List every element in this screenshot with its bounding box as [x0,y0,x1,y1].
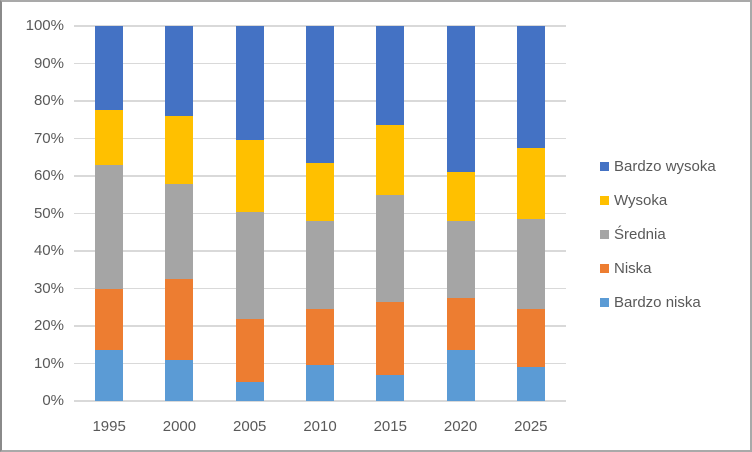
legend-marker-icon [600,297,609,307]
plot-area [74,25,566,402]
bar-column-2015 [376,26,405,401]
bar-segment-Bardzo niska-2010 [306,365,334,401]
legend-marker-icon [600,195,609,205]
bar-segment-Wysoka-1995 [95,110,124,165]
bar-column-2005 [235,26,264,401]
legend-marker-icon [600,229,609,239]
legend-item-Bardzo niska: Bardzo niska [600,285,716,319]
bar-column-1995 [95,26,124,401]
bar-segment-Bardzo niska-2000 [165,359,194,401]
x-axis-tick-label: 2020 [443,418,478,435]
y-axis-tick-label: 90% [33,54,64,72]
bar-segment-Wysoka-2015 [376,125,405,195]
bar-segment-Niska-2005 [235,318,264,383]
bar-segment-Bardzo niska-2020 [446,350,475,401]
legend-item-Niska: Niska [600,251,716,285]
y-axis-tick-label: 100% [25,17,64,34]
bar-segment-Średnia-1995 [95,164,124,289]
bar-column-2010 [306,26,334,401]
y-axis-tick-label: 0% [42,392,64,409]
bar-segment-Niska-2010 [306,309,334,366]
bar-segment-Średnia-2025 [516,219,545,310]
bar-segment-Niska-2015 [376,301,405,375]
bar-segment-Średnia-2015 [376,194,405,302]
legend: Bardzo wysoka Wysoka Średnia Niska Bardzo ni… [600,149,716,319]
bar-column-2000 [165,26,194,401]
bar-segment-Bardzo wysoka-2010 [306,26,334,163]
x-axis-tick-label: 2005 [233,418,267,435]
bar-segment-Bardzo niska-2015 [376,374,405,401]
x-axis-tick-label: 2025 [514,418,548,435]
bar-segment-Wysoka-2010 [306,162,334,221]
legend-label: Niska [614,259,652,277]
legend-marker-icon [600,263,609,273]
bar-segment-Bardzo wysoka-2000 [165,26,194,116]
bar-segment-Bardzo wysoka-2025 [516,26,545,148]
y-axis-tick-label: 20% [33,317,64,334]
bar-segment-Niska-2000 [165,279,194,360]
bar-segment-Wysoka-2020 [446,172,475,221]
y-axis-tick-label: 50% [33,204,64,222]
y-axis-tick-label: 40% [33,242,64,259]
bar-segment-Średnia-2005 [235,211,264,319]
bar-segment-Bardzo niska-2005 [235,382,264,401]
bar-column-2020 [446,26,475,401]
bar-segment-Niska-2025 [516,309,545,368]
legend-label: Wysoka [614,191,668,209]
legend-label: Średnia [614,225,666,243]
legend-marker-icon [600,161,609,171]
bar-segment-Bardzo wysoka-2020 [446,26,475,173]
bar-segment-Średnia-2010 [306,221,334,310]
bar-segment-Średnia-2000 [165,183,194,280]
x-axis-tick-label: 2000 [162,418,197,435]
y-axis-tick-label: 80% [33,92,64,109]
legend-item-Wysoka: Wysoka [600,183,716,217]
bar-segment-Bardzo wysoka-2015 [376,26,405,126]
legend-item-Bardzo wysoka: Bardzo wysoka [600,149,716,183]
y-axis-tick-label: 60% [33,167,64,184]
x-axis-tick-label: 1995 [92,418,126,435]
bar-segment-Wysoka-2025 [516,147,545,220]
bar-segment-Bardzo wysoka-1995 [95,26,124,111]
bar-segment-Niska-1995 [95,288,124,351]
bar-column-2025 [516,26,545,401]
bar-segment-Niska-2020 [446,297,475,351]
x-axis-tick-label: 2010 [303,418,337,435]
bar-segment-Średnia-2020 [446,221,475,298]
bar-segment-Wysoka-2005 [235,140,264,212]
y-axis-tick-label: 70% [33,129,64,147]
y-axis-tick-label: 30% [33,279,64,297]
legend-label: Bardzo wysoka [614,157,716,175]
legend-label: Bardzo niska [614,293,701,311]
x-axis-tick-label: 2015 [373,418,407,435]
legend-item-Średnia: Średnia [600,217,716,251]
bar-segment-Bardzo niska-1995 [95,350,124,401]
y-axis-tick-label: 10% [33,354,64,372]
bar-segment-Bardzo niska-2025 [516,367,545,401]
bar-segment-Bardzo wysoka-2005 [235,26,264,141]
bar-segment-Wysoka-2000 [165,116,194,184]
